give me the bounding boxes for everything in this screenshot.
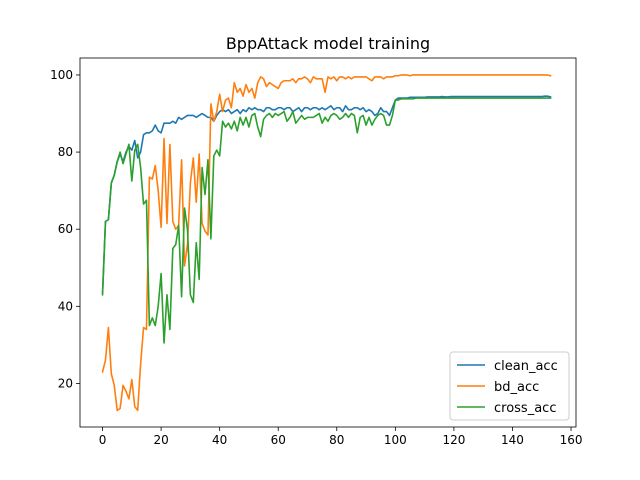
- legend-label-cross_acc: cross_acc: [494, 401, 556, 416]
- x-tick-label: 20: [153, 433, 168, 447]
- x-tick-label: 40: [212, 433, 227, 447]
- x-tick-label: 140: [501, 433, 524, 447]
- axes: 0 20 40 60 80 100 120 140 160 20 40 60 80 100: [50, 57, 583, 447]
- chart-title: BppAttack model training: [226, 34, 430, 53]
- plot-lines: [101, 74, 552, 412]
- legend-label-bd_acc: bd_acc: [494, 380, 539, 395]
- plot-frame: [79, 57, 577, 428]
- y-tick-label: 40: [58, 299, 73, 313]
- series-line-bd_acc: [101, 74, 552, 412]
- x-tick-label: 60: [271, 433, 286, 447]
- y-tick-label: 100: [50, 68, 73, 82]
- x-tick-label: 80: [329, 433, 344, 447]
- x-tick-label: 100: [384, 433, 407, 447]
- y-tick-label: 80: [58, 145, 73, 159]
- y-tick-label: 60: [58, 222, 73, 236]
- x-tick-label: 0: [99, 433, 107, 447]
- legend-label-clean_acc: clean_acc: [494, 359, 558, 374]
- legend-box: [449, 351, 570, 421]
- y-tick-label: 20: [58, 376, 73, 390]
- x-tick-label: 120: [442, 433, 465, 447]
- legend: clean_acc bd_acc cross_acc: [449, 351, 570, 421]
- series-line-cross_acc: [101, 97, 552, 344]
- x-tick-label: 160: [560, 433, 583, 447]
- series-line-clean_acc: [101, 95, 552, 294]
